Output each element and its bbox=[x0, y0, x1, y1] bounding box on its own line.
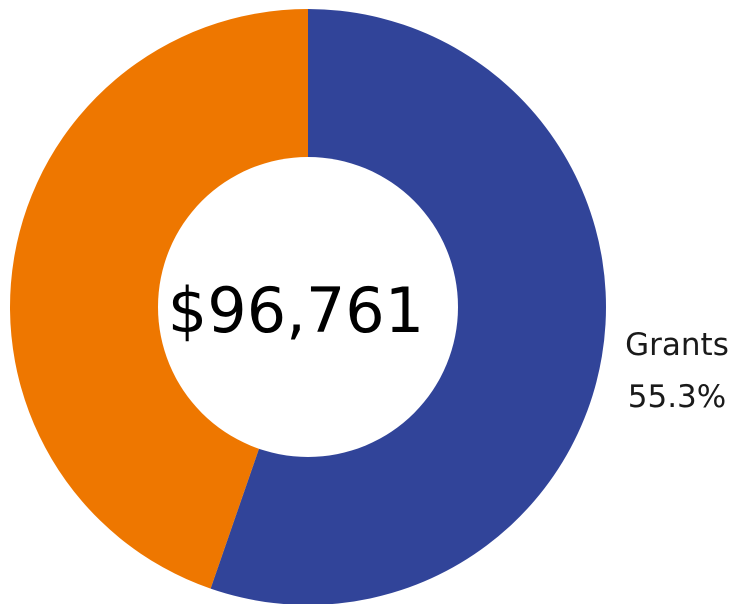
center-total-label: $96,761 bbox=[168, 274, 424, 347]
slice-label-percent: 55.3% bbox=[628, 379, 726, 415]
slice-labels: Grants 55.3% bbox=[625, 327, 729, 415]
donut-hole bbox=[158, 157, 458, 457]
slice-label-name: Grants bbox=[625, 327, 729, 363]
